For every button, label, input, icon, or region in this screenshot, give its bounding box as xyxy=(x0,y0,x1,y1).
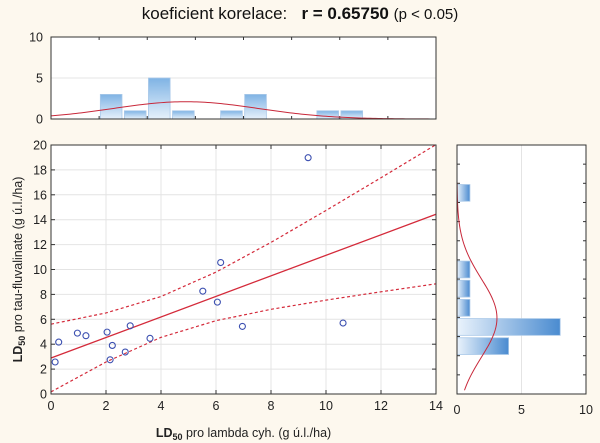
y-tick-label: 18 xyxy=(33,163,47,177)
confidence-band-lower xyxy=(50,283,437,393)
y-tick-label: 20 xyxy=(33,139,47,153)
x-tick-label: 8 xyxy=(268,399,275,413)
x-tick-label: 0 xyxy=(454,403,461,417)
x-label-sub: 50 xyxy=(172,432,182,442)
y-tick-label: 14 xyxy=(33,213,47,227)
data-point xyxy=(146,334,154,342)
title-prefix: koeficient korelace: xyxy=(141,4,288,23)
data-point xyxy=(108,341,116,349)
histogram-bar xyxy=(220,110,243,120)
histogram-bar xyxy=(123,110,147,120)
chart-title: koeficient korelace: r = 0.65750 (p < 0.… xyxy=(0,4,600,24)
y-tick-label: 10 xyxy=(33,263,47,277)
y-tick-label: 2 xyxy=(40,363,47,377)
y-tick-label: 4 xyxy=(40,338,47,352)
data-point xyxy=(213,298,221,306)
data-point xyxy=(73,329,81,337)
x-tick-label: 5 xyxy=(518,403,525,417)
histogram-bar xyxy=(456,260,471,279)
histogram-bar xyxy=(172,110,195,120)
histogram-bar xyxy=(456,299,471,317)
main-plot-frame xyxy=(50,144,437,395)
histogram-bar xyxy=(99,94,123,120)
data-point xyxy=(106,356,114,364)
x-label-ld: LD xyxy=(156,426,173,440)
normal-fit-curve xyxy=(456,182,498,391)
y-tick-label: 0 xyxy=(36,113,43,127)
data-point xyxy=(55,338,63,346)
data-point xyxy=(304,154,312,162)
data-point xyxy=(121,348,129,356)
x-tick-label: 6 xyxy=(213,399,220,413)
histogram-bar xyxy=(456,279,471,298)
x-tick-label: 0 xyxy=(48,399,55,413)
data-point xyxy=(217,258,225,267)
x-label-rest: pro lambda cyh. (g ú.l./ha) xyxy=(183,426,332,440)
y-label-sub: 50 xyxy=(17,336,27,346)
x-tick-label: 10 xyxy=(319,399,333,413)
x-axis-label: LD50 pro lambda cyh. (g ú.l./ha) xyxy=(156,426,331,442)
histogram-bar xyxy=(316,110,339,120)
y-tick-label: 16 xyxy=(33,188,47,202)
normal-fit-curve xyxy=(50,101,437,120)
data-point xyxy=(238,322,246,330)
y-tick-label: 12 xyxy=(33,238,47,252)
x-tick-label: 2 xyxy=(103,399,110,413)
y-tick-label: 5 xyxy=(36,72,43,86)
y-label-ld: LD xyxy=(11,346,25,363)
confidence-band-upper xyxy=(50,144,437,325)
x-tick-label: 14 xyxy=(429,399,443,413)
y-tick-label: 0 xyxy=(40,388,47,402)
data-point xyxy=(199,287,207,295)
data-point xyxy=(339,319,347,327)
y-axis-label: LD50 pro tau-fluvalinate (g ú.l./ha) xyxy=(11,177,27,363)
data-point xyxy=(126,322,134,330)
x-tick-label: 10 xyxy=(579,403,593,417)
y-label-rest: pro tau-fluvalinate (g ú.l./ha) xyxy=(11,177,25,336)
y-tick-label: 8 xyxy=(40,288,47,302)
data-point xyxy=(51,358,59,366)
data-point xyxy=(103,328,111,336)
y-tick-label: 10 xyxy=(29,31,43,45)
right-hist-frame xyxy=(456,144,587,395)
top-hist-frame xyxy=(50,36,437,120)
x-tick-label: 12 xyxy=(374,399,388,413)
data-point xyxy=(82,332,90,340)
title-p-value: (p < 0.05) xyxy=(393,6,459,23)
histogram-bar xyxy=(456,318,561,336)
title-r-value: r = 0.65750 xyxy=(301,4,389,23)
histogram-bar xyxy=(456,337,509,355)
y-tick-label: 6 xyxy=(40,313,47,327)
x-tick-label: 4 xyxy=(158,399,165,413)
histogram-bar xyxy=(148,77,171,120)
regression-line xyxy=(50,213,437,359)
histogram-bar xyxy=(456,184,471,202)
